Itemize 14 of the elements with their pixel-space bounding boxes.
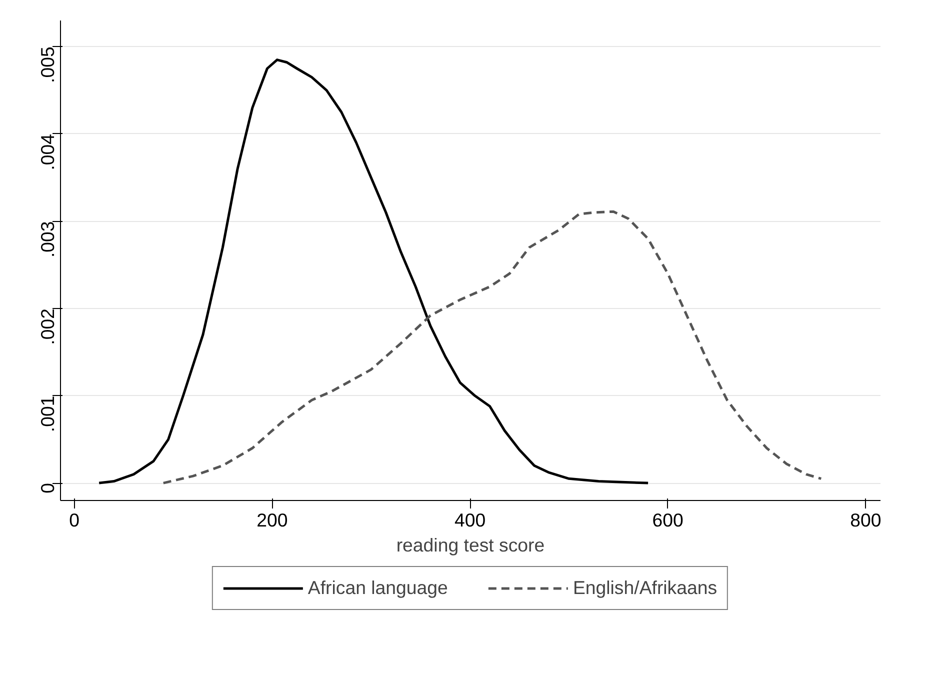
y-tick-label: .004 bbox=[37, 134, 58, 170]
y-tick-label: .003 bbox=[37, 221, 58, 258]
x-tick-label: 400 bbox=[454, 510, 486, 530]
legend-label: African language bbox=[308, 577, 448, 599]
x-tick-label: 200 bbox=[256, 510, 288, 530]
y-tick-label: .002 bbox=[37, 308, 58, 345]
x-tick-label: 0 bbox=[69, 510, 80, 530]
x-tick-label: 800 bbox=[850, 510, 882, 530]
y-tick-label: .001 bbox=[37, 396, 58, 432]
x-axis-title: reading test score bbox=[396, 534, 545, 556]
legend-label: English/Afrikaans bbox=[572, 577, 718, 599]
x-tick-label: 600 bbox=[652, 510, 684, 530]
y-tick-label: 0 bbox=[37, 483, 58, 494]
y-tick-label: .005 bbox=[37, 46, 58, 83]
